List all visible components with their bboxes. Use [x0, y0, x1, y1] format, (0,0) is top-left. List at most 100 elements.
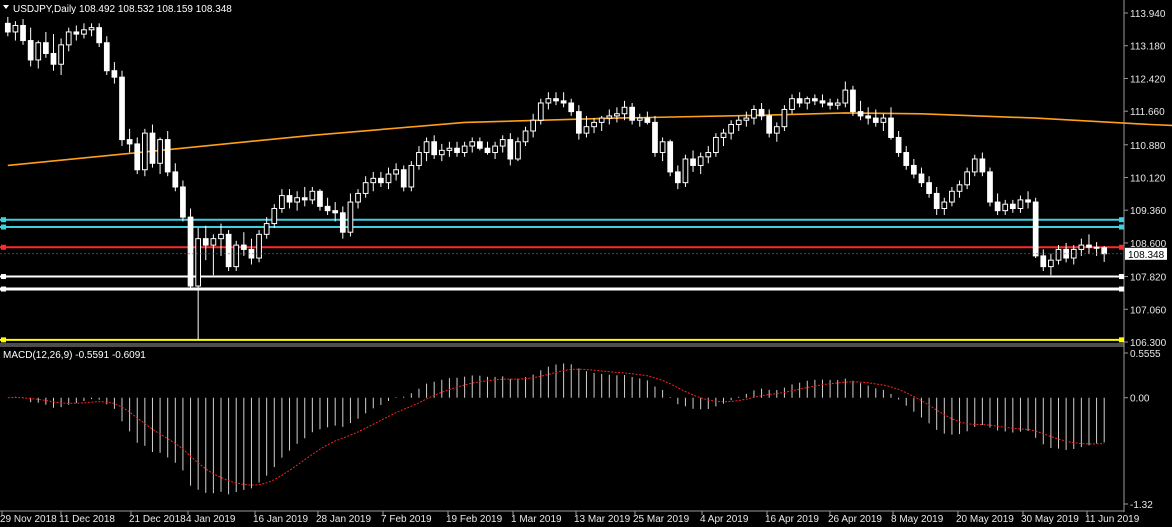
candle-body — [172, 171, 179, 188]
candle-body — [1009, 203, 1016, 210]
candle-body — [766, 115, 773, 134]
candle-body — [461, 145, 468, 154]
candle-body — [949, 190, 955, 203]
candle-body — [583, 126, 590, 134]
price-tick-label: 107.820 — [1130, 273, 1167, 284]
candle-body — [720, 132, 727, 138]
candle-body — [324, 205, 331, 212]
candle-body — [1017, 199, 1024, 210]
candle-body — [979, 158, 986, 173]
dropdown-triangle-icon[interactable] — [3, 5, 9, 9]
candle-body — [286, 195, 293, 203]
level-handle[interactable] — [1, 224, 6, 230]
candle-body — [652, 121, 658, 154]
level-handle-right[interactable] — [1119, 274, 1124, 280]
candle-body — [202, 238, 209, 246]
candle-body — [842, 89, 849, 104]
candle-body — [27, 40, 34, 61]
candle-body — [233, 244, 240, 268]
candle-body — [1093, 246, 1100, 249]
candle-body — [598, 117, 605, 123]
candle-body — [58, 44, 64, 65]
candle-body — [119, 76, 125, 141]
candle-body — [73, 31, 80, 35]
candle-body — [96, 27, 103, 44]
candle-body — [629, 106, 635, 121]
candle-body — [347, 201, 354, 233]
candle-body — [827, 102, 833, 106]
candle-body — [187, 216, 194, 287]
level-handle[interactable] — [1, 274, 6, 280]
candle-body — [263, 223, 270, 235]
candle-body — [705, 152, 712, 158]
candle-body — [895, 136, 902, 154]
level-handle-right[interactable] — [1119, 224, 1124, 230]
candle-body — [50, 52, 57, 65]
candle-body — [4, 22, 11, 33]
time-tick-label: 26 Apr 2019 — [828, 514, 882, 525]
candle-body — [271, 208, 278, 225]
candle-body — [400, 169, 407, 188]
price-tick-label: 106.300 — [1130, 338, 1167, 349]
candle-body — [644, 117, 651, 123]
price-tick-label: 111.660 — [1130, 107, 1165, 118]
time-tick-label: 16 Apr 2019 — [765, 514, 819, 525]
price-tick-label: 113.180 — [1130, 42, 1166, 53]
candle-body — [758, 108, 765, 117]
candle-body — [81, 29, 87, 35]
level-handle-right[interactable] — [1119, 217, 1124, 223]
candle-body — [469, 141, 476, 147]
candle-body — [850, 89, 856, 113]
candle-body — [1025, 199, 1031, 203]
level-handle-right[interactable] — [1119, 337, 1124, 343]
time-tick-label: 21 Dec 2018 — [129, 514, 186, 525]
macd-title: MACD(12,26,9) -0.5591 -0.6091 — [3, 350, 146, 361]
time-tick-label: 25 Mar 2019 — [633, 514, 690, 525]
candle-body — [545, 98, 552, 104]
candle-body — [65, 31, 72, 46]
time-tick-label: 13 Mar 2019 — [574, 514, 631, 525]
level-handle[interactable] — [1, 244, 6, 250]
level-handle[interactable] — [1, 286, 6, 292]
candle-body — [164, 139, 171, 173]
time-tick-label: 11 Jun 2019 — [1085, 514, 1140, 525]
candle-body — [431, 141, 438, 156]
candle-body — [438, 149, 445, 156]
candle-body — [910, 164, 917, 175]
time-tick-label: 19 Feb 2019 — [446, 514, 503, 525]
level-handle-right[interactable] — [1119, 286, 1124, 292]
candle-body — [819, 100, 826, 104]
candle-body — [378, 177, 384, 184]
candle-body — [560, 100, 567, 104]
candle-body — [1040, 255, 1047, 268]
candle-body — [1048, 259, 1054, 268]
level-handle[interactable] — [1, 337, 6, 343]
price-tick-label: 110.880 — [1130, 141, 1166, 152]
candle-body — [682, 158, 689, 184]
candle-body — [385, 173, 392, 184]
candle-body — [636, 117, 643, 121]
candle-body — [804, 98, 811, 104]
candle-body — [773, 126, 780, 134]
macd-tick-label: 0.5555 — [1130, 349, 1161, 360]
candle-body — [20, 24, 26, 42]
candle-body — [553, 98, 559, 102]
candle-body — [218, 233, 224, 240]
candle-body — [674, 171, 681, 184]
level-handle-right[interactable] — [1119, 244, 1124, 250]
candle-body — [926, 182, 932, 194]
candle-body — [126, 139, 133, 145]
candle-body — [971, 158, 978, 173]
candle-body — [713, 136, 719, 154]
level-handle[interactable] — [1, 217, 6, 223]
candle-body — [240, 244, 247, 250]
candle-body — [225, 233, 232, 268]
candle-body — [134, 143, 141, 171]
macd-signal-line — [7, 368, 1105, 486]
candle-body — [522, 130, 529, 143]
price-tick-label: 108.600 — [1130, 239, 1167, 250]
price-tick-label: 107.060 — [1130, 305, 1167, 316]
candle-body — [454, 147, 460, 154]
